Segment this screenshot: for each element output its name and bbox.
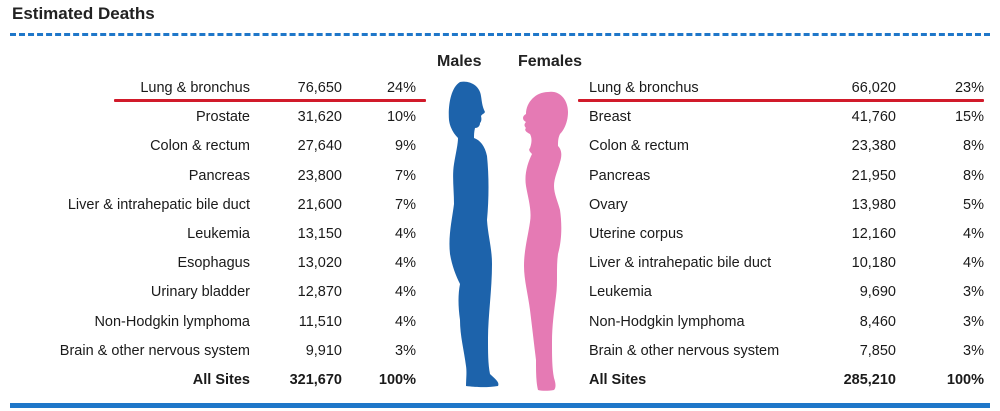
female-deaths-value: 23,380 (851, 138, 896, 155)
male-table-row: Liver & intrahepatic bile duct 21,600 7% (0, 195, 420, 215)
female-percent-value: 100% (946, 372, 984, 388)
male-table-row: Non-Hodgkin lymphoma 11,510 4% (0, 312, 420, 332)
female-table-row: Non-Hodgkin lymphoma 8,460 3% (589, 312, 984, 332)
male-deaths-value: 11,510 (298, 313, 342, 330)
male-site-label: Urinary bladder (150, 284, 250, 301)
female-table-row: Liver & intrahepatic bile duct 10,180 4% (589, 253, 984, 273)
male-percent-value: 24% (386, 80, 416, 96)
male-deaths-value: 9,910 (305, 342, 342, 359)
female-percent-value: 15% (954, 109, 984, 126)
male-table-row: Brain & other nervous system 9,910 3% (0, 341, 420, 361)
male-site-label: Non-Hodgkin lymphoma (94, 313, 250, 330)
male-deaths-value: 21,600 (297, 196, 342, 213)
female-deaths-value: 9,690 (859, 284, 896, 301)
male-percent-value: 9% (395, 138, 416, 155)
female-deaths-value: 12,160 (851, 226, 896, 242)
male-site-label: Esophagus (177, 255, 250, 272)
female-site-label: Colon & rectum (589, 138, 689, 155)
female-site-label: Pancreas (589, 167, 651, 184)
male-table-row: Esophagus 13,020 4% (0, 253, 420, 273)
male-site-label: Colon & rectum (150, 138, 250, 155)
female-site-label: Liver & intrahepatic bile duct (589, 255, 772, 272)
female-site-label: Ovary (589, 196, 628, 213)
female-table-row: Brain & other nervous system 7,850 3% (589, 341, 984, 361)
male-table-row: Pancreas 23,800 7% (0, 166, 420, 186)
female-table-row: Pancreas 21,950 8% (589, 166, 984, 186)
female-table-row: Leukemia 9,690 3% (589, 282, 984, 302)
female-table-row: Uterine corpus 12,160 4% (589, 224, 984, 244)
female-site-label: Uterine corpus (589, 226, 684, 242)
male-percent-value: 7% (395, 196, 416, 213)
female-percent-value: 8% (963, 138, 984, 155)
female-site-label: Breast (589, 109, 631, 126)
female-site-label: Non-Hodgkin lymphoma (589, 313, 745, 330)
male-table-row: Colon & rectum 27,640 9% (0, 136, 420, 156)
female-deaths-value: 8,460 (859, 313, 896, 330)
female-percent-value: 8% (963, 167, 984, 184)
female-table-row: Breast 41,760 15% (589, 107, 984, 127)
male-table-row: Lung & bronchus 76,650 24% (0, 78, 420, 98)
male-total-row: All Sites 321,670 100% (0, 370, 420, 390)
male-deaths-value: 13,020 (297, 255, 342, 272)
female-deaths-value: 285,210 (843, 372, 896, 388)
male-percent-value: 4% (395, 226, 416, 242)
male-percent-value: 4% (395, 284, 416, 301)
male-percent-value: 3% (395, 342, 416, 359)
page-title: Estimated Deaths (12, 4, 155, 23)
male-deaths-value: 321,670 (289, 372, 342, 388)
bottom-divider (10, 403, 990, 408)
male-site-label: Leukemia (187, 226, 250, 242)
male-percent-value: 100% (378, 372, 416, 388)
female-percent-value: 3% (963, 313, 984, 330)
female-deaths-value: 41,760 (851, 109, 896, 126)
female-table-row: Ovary 13,980 5% (589, 195, 984, 215)
males-header: Males (437, 53, 482, 70)
male-percent-value: 4% (395, 313, 416, 330)
female-percent-value: 23% (954, 80, 984, 96)
female-percent-value: 4% (963, 255, 984, 272)
male-deaths-value: 12,870 (297, 284, 342, 301)
female-percent-value: 4% (963, 226, 984, 242)
male-site-label: Brain & other nervous system (59, 342, 250, 359)
female-site-label: Lung & bronchus (589, 80, 699, 96)
male-percent-value: 4% (395, 255, 416, 272)
dashed-divider (10, 33, 990, 36)
male-deaths-value: 76,650 (297, 80, 342, 96)
male-site-label: Prostate (196, 109, 250, 126)
male-table-row: Leukemia 13,150 4% (0, 224, 420, 244)
male-deaths-value: 31,620 (297, 109, 342, 126)
male-deaths-value: 13,150 (297, 226, 342, 242)
female-deaths-value: 10,180 (851, 255, 896, 272)
female-deaths-value: 66,020 (851, 80, 896, 96)
male-site-label: All Sites (192, 372, 250, 388)
female-deaths-value: 7,850 (859, 342, 896, 359)
female-percent-value: 3% (963, 342, 984, 359)
female-percent-value: 3% (963, 284, 984, 301)
male-site-label: Lung & bronchus (140, 80, 250, 96)
male-deaths-value: 27,640 (297, 138, 342, 155)
male-table-row: Prostate 31,620 10% (0, 107, 420, 127)
male-table-row: Urinary bladder 12,870 4% (0, 282, 420, 302)
female-site-label: Brain & other nervous system (589, 342, 780, 359)
male-percent-value: 10% (386, 109, 416, 126)
male-percent-value: 7% (395, 167, 416, 184)
females-header: Females (518, 53, 583, 70)
male-site-label: Pancreas (188, 167, 250, 184)
female-lung-highlight-line (578, 99, 984, 102)
male-deaths-value: 23,800 (297, 167, 342, 184)
female-deaths-value: 21,950 (851, 167, 896, 184)
male-lung-highlight-line (114, 99, 426, 102)
female-percent-value: 5% (963, 196, 984, 213)
female-table-row: Colon & rectum 23,380 8% (589, 136, 984, 156)
female-deaths-value: 13,980 (851, 196, 896, 213)
female-site-label: Leukemia (589, 284, 652, 301)
female-total-row: All Sites 285,210 100% (589, 370, 984, 390)
female-site-label: All Sites (589, 372, 647, 388)
female-silhouette-icon (523, 91, 568, 391)
female-table-row: Lung & bronchus 66,020 23% (589, 78, 984, 98)
male-site-label: Liver & intrahepatic bile duct (67, 196, 250, 213)
male-silhouette-icon (448, 81, 499, 388)
